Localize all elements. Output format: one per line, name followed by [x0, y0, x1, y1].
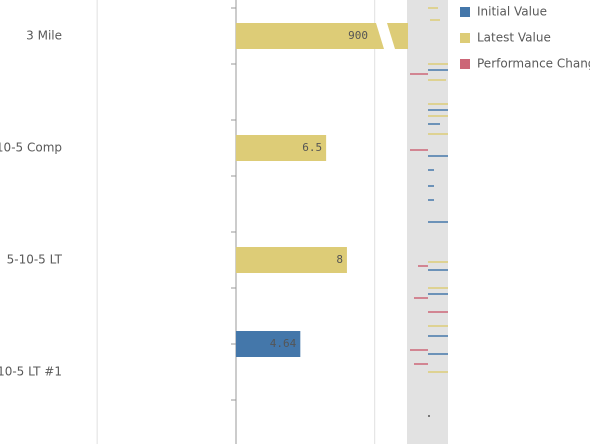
y-tick-label: -10-5 LT #1: [0, 365, 62, 379]
bar-part: [387, 23, 408, 49]
data-label: 4.64: [270, 337, 297, 350]
legend-label: Latest Value: [477, 31, 551, 45]
data-label: 8: [336, 253, 343, 266]
y-tick-label: 3 Mile: [26, 29, 62, 43]
legend-label: Initial Value: [477, 5, 547, 19]
legend-swatch: [460, 7, 470, 17]
minimap: [407, 0, 448, 444]
y-tick-label: 5-10-5 LT: [7, 253, 63, 267]
bar: [235, 135, 327, 161]
data-label: 6.5: [302, 141, 322, 154]
bar: [235, 247, 347, 273]
legend-swatch: [460, 33, 470, 43]
bar: [235, 331, 301, 357]
legend-label: Performance Chang: [477, 57, 590, 71]
data-label: 900: [348, 29, 368, 42]
bar-part: [235, 23, 384, 49]
bar: [235, 23, 408, 49]
y-tick-label: -10-5 Comp: [0, 141, 62, 155]
legend-swatch: [460, 59, 470, 69]
minimap-lines: [410, 7, 448, 417]
